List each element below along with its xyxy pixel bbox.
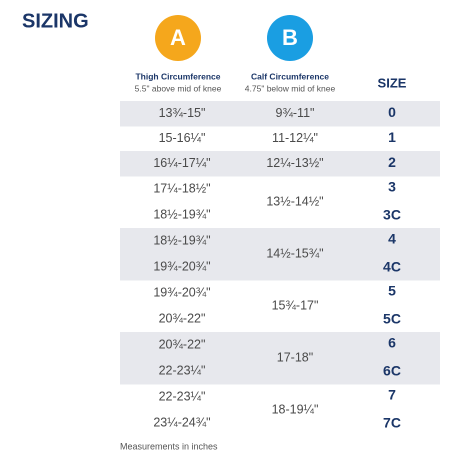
thigh-range: 16¼-17¼"	[153, 156, 210, 170]
calf-range: 17-18"	[277, 350, 313, 364]
thigh-range: 18½-19¾"	[153, 233, 210, 247]
title: SIZING	[22, 10, 89, 32]
column-title: SIZE	[378, 75, 407, 90]
calf-range: 14½-15¾"	[266, 246, 323, 260]
thigh-range: 22-23¼"	[159, 389, 206, 403]
size-label: 5	[388, 283, 396, 299]
size-label: 4C	[383, 259, 401, 275]
table-body: 13¾-15" 9¾-11" 0 15-16¼" 11-12¼" 1 16¼-17¼" 12¼…	[120, 101, 440, 431]
thigh-range: 17¼-18½"	[153, 181, 210, 195]
size-label: 2	[388, 154, 396, 170]
badge-a	[155, 15, 201, 61]
size-label: 3	[388, 179, 396, 195]
thigh-range: 20¾-22"	[159, 311, 206, 325]
calf-range: 18-19¼"	[272, 402, 319, 416]
calf-range: 12¼-13½"	[266, 156, 323, 170]
thigh-range: 19¾-20¾"	[153, 285, 210, 299]
badge-b	[267, 15, 313, 61]
column-title: Thigh Circumference	[135, 71, 220, 81]
size-label: 7C	[383, 415, 401, 431]
thigh-range: 20¾-22"	[159, 337, 206, 351]
thigh-range: 23¼-24¾"	[153, 415, 210, 429]
size-label: 5C	[383, 311, 401, 327]
row-background	[120, 101, 440, 126]
size-label: 3C	[383, 207, 401, 223]
thigh-range: 18½-19¾"	[153, 207, 210, 221]
column-title: Calf Circumference	[251, 71, 329, 81]
size-label: 4	[388, 231, 396, 247]
calf-range: 11-12¼"	[272, 131, 318, 145]
size-label: 6C	[383, 363, 401, 379]
size-label: 1	[388, 129, 396, 145]
row-background	[120, 228, 440, 280]
thigh-range: 13¾-15"	[159, 106, 206, 120]
badge-a-label: A	[170, 25, 186, 50]
row-background	[120, 151, 440, 176]
row-background	[120, 332, 440, 384]
size-label: 6	[388, 335, 396, 351]
calf-range: 15¾-17"	[272, 298, 319, 312]
badge-b-label: B	[282, 25, 298, 50]
column-note: 5.5" above mid of knee	[135, 83, 222, 93]
calf-range: 13½-14½"	[266, 194, 323, 208]
size-label: 7	[388, 387, 396, 403]
thigh-range: 22-23¼"	[159, 363, 206, 377]
thigh-range: 19¾-20¾"	[153, 259, 210, 273]
size-label: 0	[388, 104, 396, 120]
footer-note: Measurements in inches	[120, 441, 218, 451]
calf-range: 9¾-11"	[276, 106, 315, 120]
thigh-range: 15-16¼"	[159, 131, 206, 145]
column-note: 4.75" below mid of knee	[245, 83, 336, 93]
